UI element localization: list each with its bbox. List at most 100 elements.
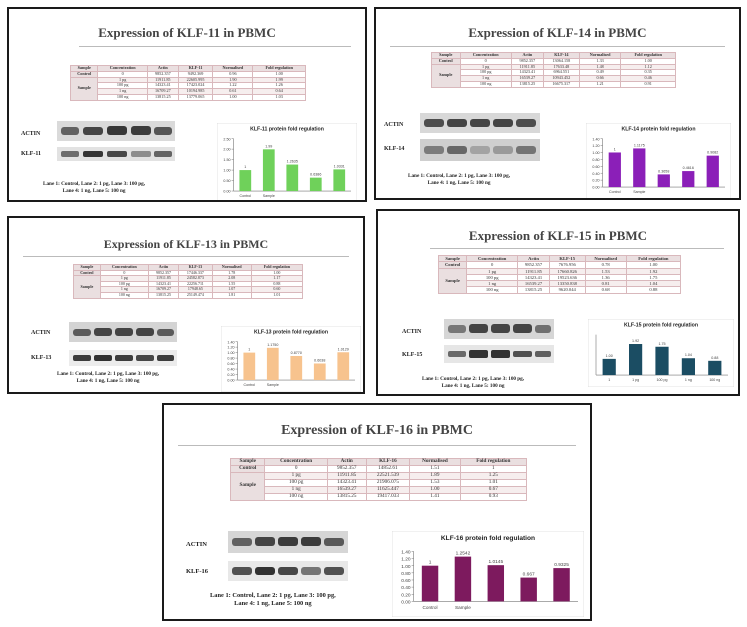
y-tick-label: 1.40 [592, 137, 599, 141]
table-cell: 1 pg [99, 275, 149, 282]
table-header: Fold regulation [252, 65, 306, 72]
lane-legend: Lane 1: Control, Lane 2: 1 pg, Lane 3: 1… [43, 181, 145, 194]
table-cell: 1.00 [250, 269, 304, 277]
table-header: Fold regulation [250, 264, 304, 271]
x-tick-label: 1 ng [685, 378, 692, 382]
table-header: Concentration [97, 65, 148, 72]
panel-title: Expression of KLF-11 in PBMC [98, 25, 276, 40]
table-header: Normalised [409, 458, 461, 466]
panel-klf15: Expression of KLF-15 in PBMC Sample Conc… [376, 209, 740, 396]
table-row: Sample 1 pg 11911.85 17660.826 1.53 1.92 [437, 267, 682, 294]
table-cell: 1.25 [459, 471, 528, 480]
lane-legend-line: Lane 1: Control, Lane 2: 1 pg, Lane 3: 1… [210, 592, 336, 599]
western-blot-target [69, 350, 177, 366]
table-row: 100 pg 14323.41 17423.024 1.22 1.26 [71, 82, 306, 90]
table-cell: 1.00 [212, 94, 254, 101]
table-cell: 1.41 [409, 492, 461, 501]
x-tick-label: 1 [608, 378, 610, 382]
y-tick-label: 0.20 [592, 179, 599, 183]
group-label: Sample [69, 76, 99, 101]
bar [602, 358, 616, 376]
lane-legend: Lane 1: Control, Lane 2: 1 pg, Lane 3: 1… [408, 173, 510, 186]
bar [682, 171, 695, 188]
table-cell: 0.60 [250, 286, 304, 293]
table-row: 100 pg 14323.41 19523.636 1.36 1.75 [439, 273, 682, 282]
y-tick-label: 0.00 [223, 190, 230, 194]
lane-legend-line: Lane 1: Control, Lane 2: 1 pg, Lane 3: 1… [43, 181, 146, 187]
y-tick-label: 0.80 [227, 357, 234, 361]
bar [239, 170, 252, 192]
blot-label-target: KLF-14 [384, 146, 405, 152]
bar-data-label: 1 [244, 165, 246, 169]
lane-legend: Lane 1: Control, Lane 2: 1 pg, Lane 3: 1… [57, 371, 159, 384]
table-cell: 0.67 [459, 485, 528, 494]
chart-title: KLF-14 protein fold regulation [621, 127, 695, 133]
lane-legend: Lane 1: Control, Lane 2: 1 pg, Lane 3: 1… [210, 592, 336, 608]
title-divider [79, 46, 351, 47]
title-divider [430, 248, 724, 249]
lane-legend-line: Lane 4: 1 ng, Lane 5: 100 ng [62, 187, 126, 194]
fold-chart: KLF-11 protein fold regulation 2.50 2.00 1.… [217, 123, 357, 200]
table-cell: 1.22 [212, 82, 254, 90]
table-cell: 1.53 [584, 267, 627, 275]
bar [633, 148, 646, 188]
table-header: Actin [146, 65, 179, 72]
table-header: Normalised [584, 254, 627, 263]
table-cell: 0.68 [584, 286, 627, 294]
table-cell: 1 [459, 464, 528, 473]
bar [708, 360, 722, 376]
y-tick-label: 0.60 [592, 165, 599, 169]
bar [454, 556, 472, 602]
table-row: 100 ng 13815.25 25149.474 1.81 1.01 [74, 292, 304, 299]
bar [421, 565, 439, 602]
table-cell: 13815.25 [517, 286, 550, 294]
bar [608, 152, 621, 188]
bar-data-label: 0.8770 [291, 351, 302, 355]
y-tick-label: 0.00 [592, 186, 599, 190]
y-tick-label: 1.20 [401, 557, 411, 563]
group-label: Control [229, 464, 266, 473]
data-table: Sample Concentration Actin KLF-15 Normal… [437, 254, 682, 294]
table-cell: 1 ng [459, 75, 512, 83]
bar-data-label: 1 [614, 147, 616, 151]
table-cell: 1 ng [466, 280, 519, 288]
chart-title: KLF-15 protein fold regulation [624, 323, 698, 329]
western-blot-actin [228, 531, 348, 553]
title-divider [23, 256, 349, 257]
table-cell: 11911.85 [326, 471, 367, 480]
y-tick-label: 0.00 [227, 379, 234, 383]
table-cell: 100 pg [466, 273, 519, 282]
bar [657, 174, 670, 188]
table-cell: 14323.41 [146, 82, 179, 90]
lane-legend-line: Lane 4: 1 ng, Lane 5: 100 ng [76, 377, 140, 384]
fold-chart: KLF-13 protein fold regulation 1.40 1.20 1.… [221, 326, 361, 392]
table-row: 1 ng 16539.27 10943.452 0.66 0.46 [432, 75, 676, 83]
panel-title: Expression of KLF-16 in PBMC [281, 423, 473, 438]
panel-klf16: Expression of KLF-16 in PBMC Sample Conc… [162, 403, 592, 621]
table-cell: 1.26 [252, 82, 306, 90]
bar-data-label: 0.6386 [310, 173, 321, 177]
table-header: Sample [229, 458, 266, 466]
bar-chart-svg: KLF-16 protein fold regulation1.401.201.… [392, 531, 584, 617]
table-row: 100 pg 14323.41 21906.075 1.53 1.01 [231, 478, 528, 487]
table-header: Normalised [212, 65, 254, 72]
table-cell: 1 pg [466, 267, 519, 275]
table-cell: 1.01 [250, 292, 304, 299]
table-row: Control 0 9852.357 13064.158 1.33 1.00 [431, 57, 676, 65]
bar [309, 177, 322, 192]
bar [243, 352, 256, 381]
table-cell: 1.12 [620, 63, 676, 71]
table-cell: 1 pg [97, 76, 148, 84]
table-cell: 1 pg [459, 63, 512, 71]
bar-data-label: 1.00 [606, 354, 613, 358]
blot-label-actin: ACTIN [186, 541, 207, 548]
table-cell: 100 ng [264, 492, 328, 501]
table-cell: 1.53 [409, 478, 461, 487]
bar-chart-svg: KLF-14 protein fold regulation 1.40 1.20 1.… [586, 123, 731, 198]
table-header-row: Sample Concentration Actin KLF-13 Normal… [73, 264, 304, 271]
panel-title: Expression of KLF-15 in PBMC [468, 228, 648, 243]
group-label: Sample [437, 267, 468, 294]
table-cell: 0.93 [459, 492, 528, 501]
data-table: Sample Concentration Actin KLF-16 Normal… [229, 458, 528, 501]
bar [706, 155, 719, 188]
